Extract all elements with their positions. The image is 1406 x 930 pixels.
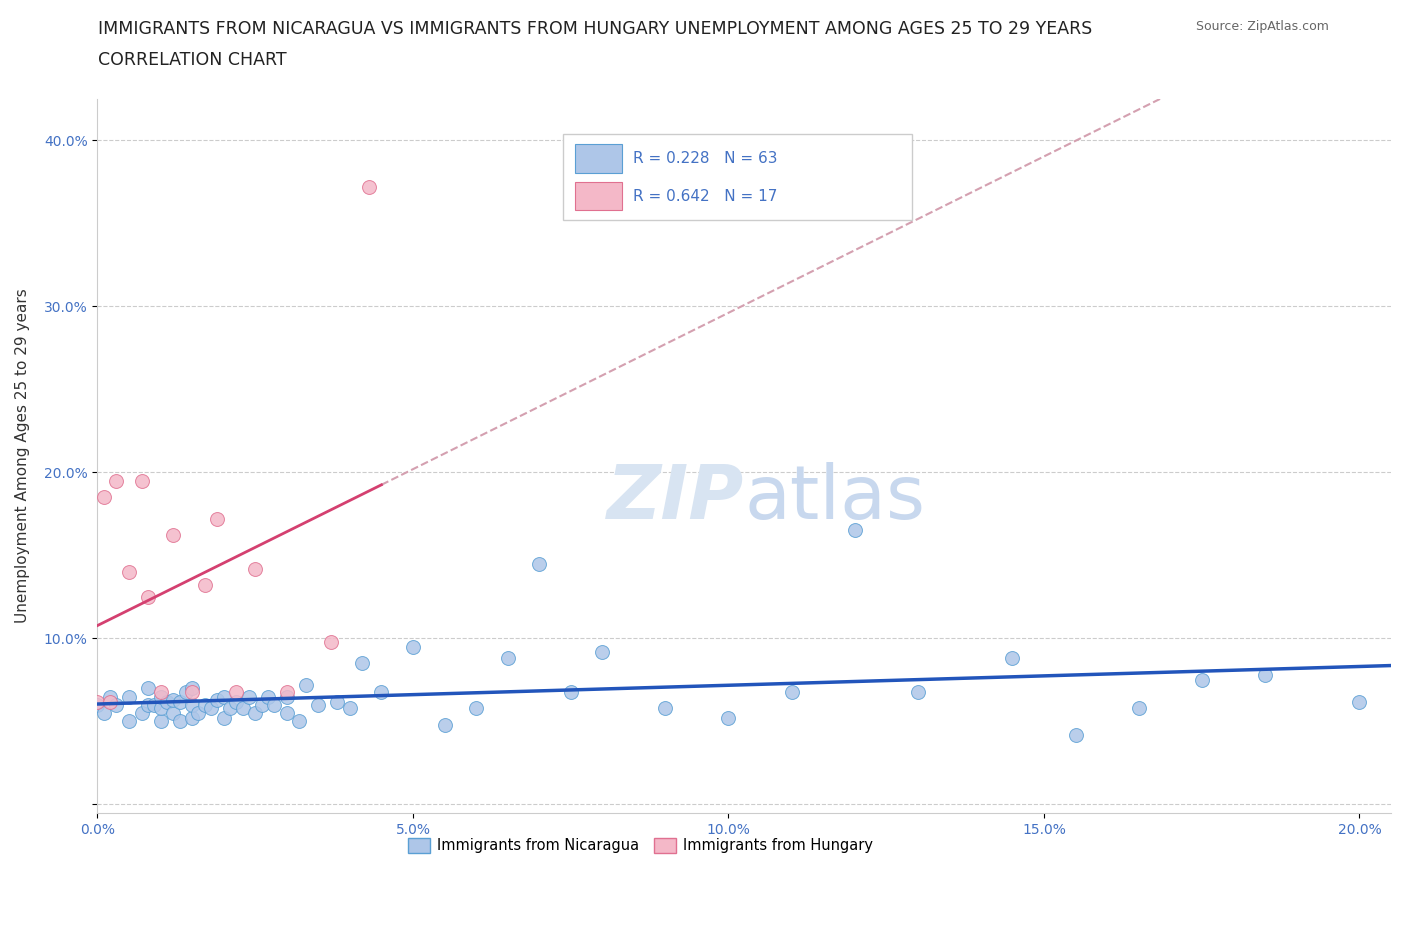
Point	[1064, 727, 1087, 742]
Point	[1001, 651, 1024, 666]
Point	[181, 711, 204, 725]
Point	[98, 689, 121, 704]
Point	[105, 473, 128, 488]
FancyBboxPatch shape	[575, 144, 621, 173]
Point	[465, 700, 488, 715]
Point	[93, 490, 115, 505]
Point	[1128, 700, 1150, 715]
Point	[136, 698, 159, 712]
Point	[307, 698, 329, 712]
Point	[143, 698, 166, 712]
Point	[907, 684, 929, 699]
Point	[294, 677, 316, 692]
Point	[194, 698, 217, 712]
Point	[496, 651, 519, 666]
Point	[225, 694, 247, 709]
Point	[245, 561, 267, 576]
Point	[326, 694, 349, 709]
Point	[149, 714, 172, 729]
Text: Source: ZipAtlas.com: Source: ZipAtlas.com	[1195, 20, 1329, 33]
Point	[212, 689, 235, 704]
Point	[98, 694, 121, 709]
Point	[149, 684, 172, 699]
Point	[225, 684, 247, 699]
Point	[276, 689, 298, 704]
Point	[232, 700, 254, 715]
Point	[136, 590, 159, 604]
Point	[257, 689, 280, 704]
Legend: Immigrants from Nicaragua, Immigrants from Hungary: Immigrants from Nicaragua, Immigrants fr…	[402, 832, 879, 859]
Point	[402, 639, 425, 654]
Text: R = 0.228   N = 63: R = 0.228 N = 63	[633, 151, 778, 166]
Point	[105, 698, 128, 712]
Point	[654, 700, 676, 715]
Point	[200, 700, 222, 715]
Y-axis label: Unemployment Among Ages 25 to 29 years: Unemployment Among Ages 25 to 29 years	[15, 288, 30, 623]
Point	[187, 706, 209, 721]
Point	[288, 714, 311, 729]
Point	[339, 700, 361, 715]
Point	[169, 694, 191, 709]
Point	[591, 644, 613, 659]
Point	[207, 693, 229, 708]
Point	[276, 706, 298, 721]
Point	[263, 698, 285, 712]
Point	[1348, 694, 1371, 709]
Point	[131, 473, 153, 488]
Point	[352, 656, 374, 671]
Point	[1254, 668, 1277, 683]
Point	[357, 179, 380, 194]
Point	[131, 706, 153, 721]
Point	[174, 684, 197, 699]
Point	[162, 706, 184, 721]
Point	[780, 684, 803, 699]
Point	[194, 578, 217, 592]
Point	[118, 714, 141, 729]
Text: atlas: atlas	[744, 462, 925, 535]
Point	[245, 706, 267, 721]
Point	[162, 693, 184, 708]
Text: IMMIGRANTS FROM NICARAGUA VS IMMIGRANTS FROM HUNGARY UNEMPLOYMENT AMONG AGES 25 : IMMIGRANTS FROM NICARAGUA VS IMMIGRANTS …	[98, 20, 1092, 38]
Point	[86, 698, 108, 712]
Point	[527, 556, 550, 571]
Text: R = 0.642   N = 17: R = 0.642 N = 17	[633, 189, 778, 204]
Text: CORRELATION CHART: CORRELATION CHART	[98, 51, 287, 69]
Point	[181, 698, 204, 712]
Point	[181, 681, 204, 696]
Point	[118, 565, 141, 579]
Point	[212, 711, 235, 725]
FancyBboxPatch shape	[564, 135, 912, 220]
Point	[86, 694, 108, 709]
Point	[156, 694, 179, 709]
Point	[149, 700, 172, 715]
Point	[219, 700, 242, 715]
Point	[162, 528, 184, 543]
Point	[118, 689, 141, 704]
Point	[149, 689, 172, 704]
Point	[250, 698, 273, 712]
Point	[560, 684, 582, 699]
Point	[169, 714, 191, 729]
Point	[181, 684, 204, 699]
Point	[370, 684, 392, 699]
Point	[238, 689, 260, 704]
Point	[433, 717, 456, 732]
Point	[276, 684, 298, 699]
Point	[1191, 672, 1213, 687]
FancyBboxPatch shape	[575, 182, 621, 210]
Point	[717, 711, 740, 725]
Point	[93, 706, 115, 721]
Point	[207, 512, 229, 526]
Point	[319, 634, 342, 649]
Text: ZIP: ZIP	[607, 462, 744, 535]
Point	[844, 523, 866, 538]
Point	[136, 681, 159, 696]
